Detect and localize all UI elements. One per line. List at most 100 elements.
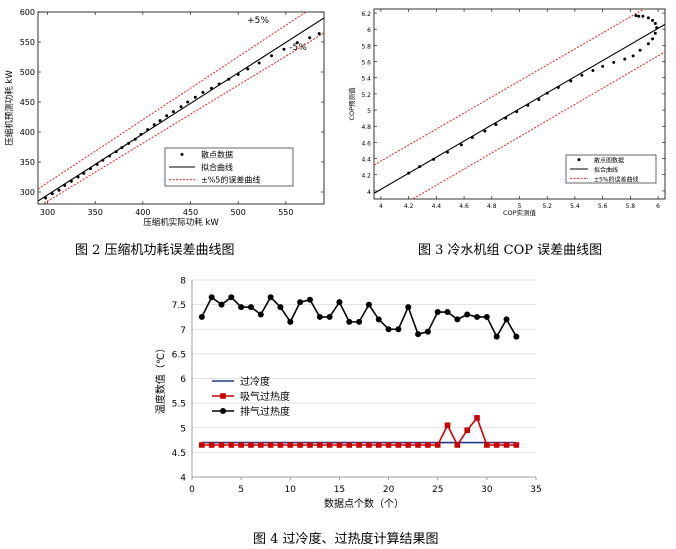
- scatter-point: [50, 192, 54, 196]
- x-tick-label: 30: [481, 485, 493, 495]
- y-tick-label: 450: [20, 98, 35, 107]
- y-tick-label: 4: [367, 189, 371, 196]
- scatter-point: [158, 119, 162, 123]
- x-tick-label: 35: [530, 485, 541, 495]
- scatter-point: [201, 90, 205, 94]
- y-tick-label: 5: [180, 424, 186, 434]
- data-point: [424, 328, 431, 335]
- scatter-point: [418, 165, 422, 169]
- y-tick-label: 5.8: [361, 43, 371, 50]
- data-point: [257, 311, 264, 318]
- y-tick-label: 5.6: [361, 60, 371, 67]
- data-point: [503, 316, 510, 323]
- data-point: [425, 442, 431, 448]
- y-tick-label: 600: [20, 8, 35, 17]
- scatter-point: [217, 82, 221, 86]
- x-tick-label: 4: [379, 203, 383, 210]
- scatter-point: [114, 150, 118, 154]
- x-tick-label: 300: [40, 208, 55, 217]
- data-point: [218, 301, 225, 308]
- data-point: [474, 313, 481, 320]
- data-point: [375, 316, 382, 323]
- scatter-point: [101, 158, 105, 162]
- data-point: [503, 442, 510, 448]
- data-point: [434, 442, 441, 448]
- y-tick-label: 350: [20, 158, 35, 167]
- data-point: [474, 415, 480, 421]
- y-tick-label: 6.5: [172, 350, 186, 360]
- data-point: [326, 313, 333, 320]
- x-tick-label: 550: [278, 208, 293, 217]
- scatter-point: [236, 72, 240, 76]
- y-tick-label: 4.4: [361, 157, 371, 164]
- legend-label: 散点图数据: [594, 157, 624, 165]
- x-tick-label: 4.2: [404, 203, 414, 210]
- legend-label: 散点数据: [201, 149, 233, 159]
- x-axis-label: 数据点个数（个）: [324, 497, 404, 510]
- lower-error-line: [411, 51, 665, 199]
- scatter-point: [227, 77, 231, 81]
- scatter-point: [556, 85, 560, 89]
- scatter-point: [651, 18, 655, 22]
- data-point: [258, 442, 264, 448]
- data-point: [385, 442, 392, 448]
- x-tick-label: 5: [518, 203, 522, 210]
- data-point: [316, 442, 323, 448]
- data-point: [208, 294, 215, 301]
- legend-label: 拟合曲线: [201, 162, 233, 172]
- scatter-point: [445, 150, 449, 154]
- scatter-point: [171, 110, 175, 114]
- legend-label: ±%5的误差曲线: [201, 175, 260, 185]
- scatter-point: [246, 67, 250, 71]
- x-tick-label: 5.4: [570, 203, 580, 210]
- data-point: [444, 422, 451, 429]
- fit-line: [374, 23, 665, 194]
- y-tick-label: 5.2: [361, 92, 371, 99]
- x-tick-label: 25: [432, 485, 443, 495]
- data-point: [464, 311, 471, 318]
- scatter-point: [407, 171, 411, 175]
- upper-error-line: [374, 9, 646, 166]
- scatter-point: [317, 32, 321, 36]
- data-point: [228, 442, 235, 448]
- scatter-point: [537, 98, 541, 102]
- y-tick-label: 4: [180, 474, 186, 484]
- x-tick-label: 5: [238, 485, 244, 495]
- scatter-point: [515, 110, 519, 114]
- scatter-point: [295, 41, 299, 45]
- x-tick-label: 6: [656, 203, 660, 210]
- scatter-point: [282, 47, 286, 51]
- data-point: [316, 313, 323, 320]
- scatter-point: [545, 91, 549, 95]
- scatter-point: [651, 37, 655, 41]
- scatter-point: [646, 42, 650, 46]
- legend-marker: [220, 408, 226, 414]
- x-tick-label: 10: [285, 485, 297, 495]
- y-tick-label: 4.2: [361, 173, 371, 180]
- scatter-point: [308, 36, 312, 40]
- data-point: [454, 442, 461, 448]
- data-point: [218, 442, 225, 448]
- x-tick-label: 350: [88, 208, 103, 217]
- x-axis-label: 压缩机实际功耗 kW: [143, 217, 219, 228]
- data-point: [346, 318, 353, 325]
- y-tick-label: 5.5: [172, 400, 186, 410]
- scatter-point: [270, 54, 274, 58]
- scatter-point: [69, 179, 73, 183]
- scatter-point: [483, 129, 487, 133]
- data-point: [336, 299, 343, 306]
- scatter-point: [133, 137, 137, 141]
- data-point: [326, 442, 333, 448]
- y-tick-label: 6: [180, 375, 186, 385]
- scatter-point: [120, 146, 124, 150]
- data-point: [415, 442, 421, 448]
- data-point: [238, 442, 244, 448]
- scatter-point: [127, 141, 131, 145]
- x-tick-label: 4.4: [432, 203, 442, 210]
- scatter-point: [641, 14, 645, 18]
- scatter-point: [655, 26, 659, 30]
- scatter-point: [165, 114, 169, 118]
- y-tick-label: 6.2: [361, 11, 371, 18]
- y-tick-label: 4.6: [361, 140, 371, 147]
- y-tick-label: 4.8: [361, 124, 371, 131]
